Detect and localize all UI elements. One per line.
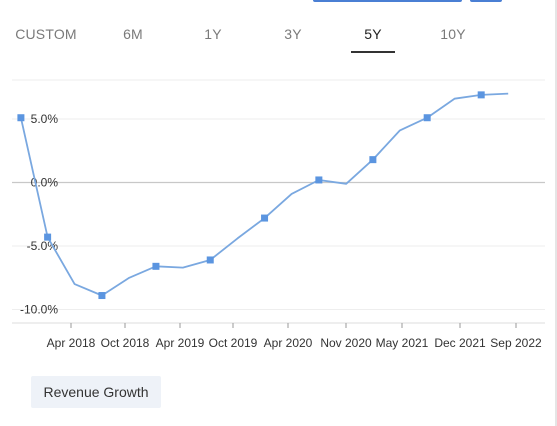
tab-10y[interactable]: 10Y bbox=[440, 26, 466, 42]
tab-5y[interactable]: 5Y bbox=[364, 26, 382, 42]
x-tick-label: Nov 2020 bbox=[320, 336, 372, 350]
x-tick-label: Oct 2018 bbox=[101, 336, 150, 350]
y-tick-label: -10.0% bbox=[20, 303, 58, 317]
data-point-marker[interactable] bbox=[315, 176, 323, 184]
y-tick-label: 5.0% bbox=[31, 112, 59, 126]
x-tick-label: Sep 2022 bbox=[490, 336, 542, 350]
x-tick-label: Apr 2020 bbox=[264, 336, 313, 350]
y-tick-label: 0.0% bbox=[31, 176, 59, 190]
data-point-marker[interactable] bbox=[152, 262, 160, 270]
legend-revenue-growth[interactable]: Revenue Growth bbox=[31, 376, 161, 408]
data-point-marker[interactable] bbox=[477, 91, 485, 99]
x-tick-label: May 2021 bbox=[376, 336, 429, 350]
tab-custom[interactable]: CUSTOM bbox=[15, 26, 77, 42]
data-point-marker[interactable] bbox=[423, 114, 431, 122]
right-scrollbar-edge[interactable] bbox=[555, 0, 557, 426]
data-point-marker[interactable] bbox=[98, 292, 106, 300]
active-tab-indicator bbox=[351, 51, 395, 53]
data-point-marker[interactable] bbox=[17, 114, 25, 122]
top-button-edge[interactable] bbox=[313, 0, 462, 2]
x-tick-label: Dec 2021 bbox=[434, 336, 486, 350]
x-tick-label: Oct 2019 bbox=[209, 336, 258, 350]
data-point-marker[interactable] bbox=[369, 156, 377, 164]
x-tick-label: Apr 2018 bbox=[47, 336, 96, 350]
tab-1y[interactable]: 1Y bbox=[204, 26, 222, 42]
data-point-marker[interactable] bbox=[44, 233, 52, 241]
top-button-edge-small[interactable] bbox=[470, 0, 502, 2]
data-point-marker[interactable] bbox=[206, 256, 214, 264]
data-point-marker[interactable] bbox=[261, 214, 269, 222]
series-line-revenue-growth bbox=[20, 92, 509, 297]
tab-6m[interactable]: 6M bbox=[123, 26, 143, 42]
range-tabs: CUSTOM 6M 1Y 3Y 5Y 10Y bbox=[0, 22, 557, 56]
top-edge-decoration bbox=[0, 0, 557, 4]
tab-3y[interactable]: 3Y bbox=[284, 26, 302, 42]
x-tick-label: Apr 2019 bbox=[156, 336, 205, 350]
